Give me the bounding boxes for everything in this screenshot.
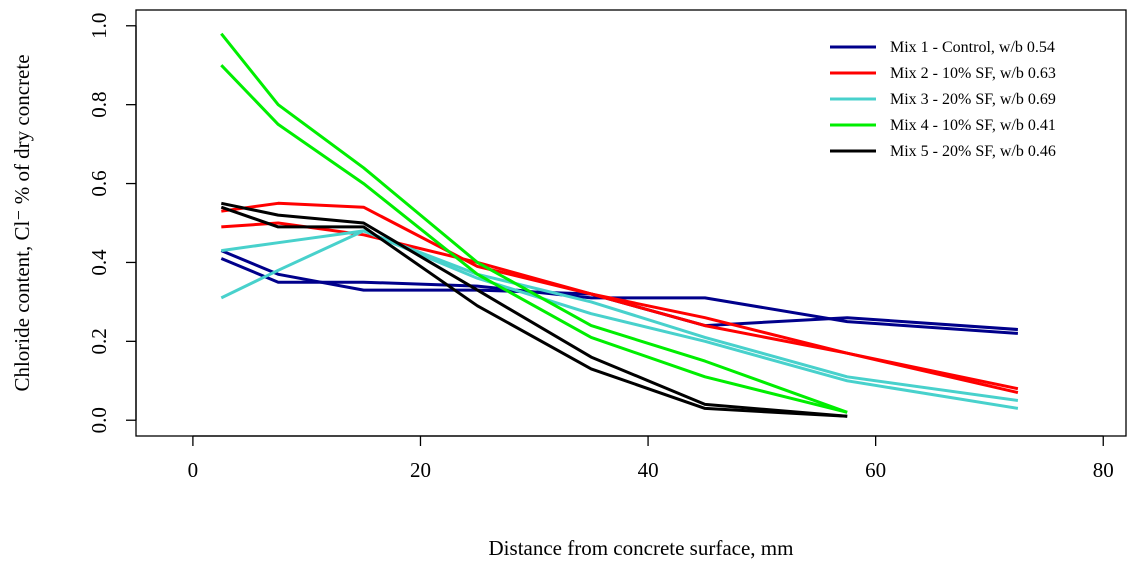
legend-label-mix3: Mix 3 - 20% SF, w/b 0.69 [890,91,1056,108]
legend-label-mix1: Mix 1 - Control, w/b 0.54 [890,39,1055,56]
series-line-mix1-1 [220,249,1019,331]
series-line-mix4-1 [220,32,848,414]
y-tick-label: 0.0 [87,407,111,433]
x-tick-label: 80 [1093,458,1114,482]
series-line-mix4-2 [220,64,848,414]
x-tick-label: 40 [638,458,659,482]
series-layer [220,32,1019,418]
series-line-mix3-2 [220,229,1019,410]
y-tick-label: 0.6 [87,170,111,196]
y-axis: 0.0 0.2 0.4 0.6 0.8 1.0 [87,13,137,433]
y-axis-title: Chloride content, Cl⁻ % of dry concrete [10,54,34,391]
y-tick-label: 0.4 [87,249,111,276]
x-tick-label: 20 [410,458,431,482]
x-tick-label: 0 [188,458,199,482]
x-axis: 0 20 40 60 80 [188,435,1114,482]
series-line-mix1-2 [220,257,1019,335]
series-line-mix5-2 [220,205,848,418]
x-tick-label: 60 [865,458,886,482]
legend: Mix 1 - Control, w/b 0.54 Mix 2 - 10% SF,… [830,39,1056,160]
series-line-mix5-1 [220,201,848,418]
y-tick-label: 1.0 [87,13,111,39]
series-line-mix2-2 [221,221,1019,395]
y-tick-label: 0.8 [87,92,111,118]
legend-label-mix2: Mix 2 - 10% SF, w/b 0.63 [890,65,1056,82]
legend-label-mix5: Mix 5 - 20% SF, w/b 0.46 [890,143,1056,160]
x-axis-title: Distance from concrete surface, mm [489,536,794,560]
series-line-mix3-1 [221,229,1019,402]
y-tick-label: 0.2 [87,328,111,354]
legend-label-mix4: Mix 4 - 10% SF, w/b 0.41 [890,117,1056,134]
